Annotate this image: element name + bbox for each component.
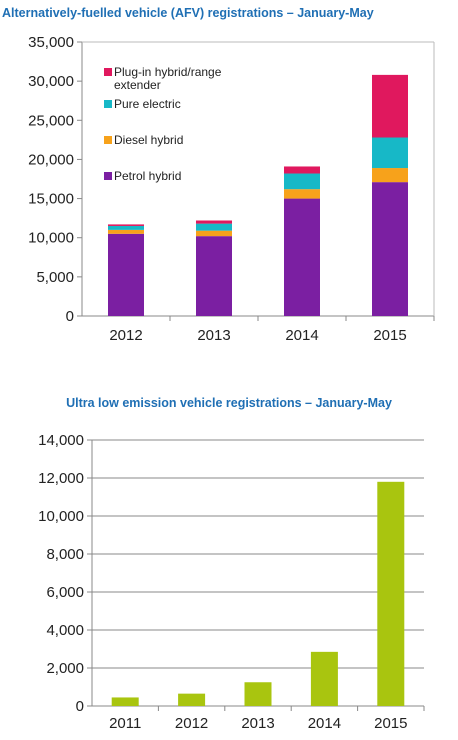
bar-segment xyxy=(196,236,232,316)
x-tick-label: 2014 xyxy=(285,327,318,344)
bar xyxy=(178,693,206,706)
y-tick-label: 14,000 xyxy=(38,432,84,449)
y-tick-label: 10,000 xyxy=(28,230,74,247)
y-tick-label: 30,000 xyxy=(28,73,74,90)
legend-label: Plug-in hybrid/range xyxy=(114,65,222,79)
y-tick-label: 25,000 xyxy=(28,112,74,129)
y-tick-label: 20,000 xyxy=(28,151,74,168)
bar-segment xyxy=(284,173,320,190)
y-tick-label: 0 xyxy=(66,308,74,325)
bar-segment xyxy=(284,198,320,316)
bar-segment xyxy=(284,189,320,199)
bar-segment xyxy=(196,220,232,224)
bar xyxy=(244,682,272,706)
bar-segment xyxy=(196,230,232,237)
legend-label: Diesel hybrid xyxy=(114,133,183,147)
bar xyxy=(377,481,405,706)
ulev-chart-svg: 0 2,000 4,000 6,000 8,000 10,000 12,000 14,000 2… xyxy=(38,432,425,732)
bar-segment xyxy=(284,166,320,174)
ulev-chart: 0 2,000 4,000 6,000 8,000 10,000 12,000 14,000 2… xyxy=(0,388,458,740)
legend-swatch xyxy=(104,136,112,144)
afv-chart-title: Alternatively-fuelled vehicle (AFV) regi… xyxy=(2,6,374,20)
bar-segment xyxy=(372,137,408,169)
legend-swatch xyxy=(104,68,112,76)
bar-segment xyxy=(372,74,408,138)
x-tick-label: 2011 xyxy=(109,715,141,732)
y-tick-label: 10,000 xyxy=(38,508,84,525)
x-tick-label: 2013 xyxy=(241,715,274,732)
legend-label: Petrol hybrid xyxy=(114,169,181,183)
bar-segment xyxy=(108,224,144,226)
bar-segment xyxy=(372,168,408,183)
bar-segment xyxy=(108,229,144,234)
y-tick-label: 35,000 xyxy=(28,34,74,51)
afv-chart: 0 5,000 10,000 15,000 20,000 25,000 30,000 35,0… xyxy=(0,0,458,360)
bar-segment xyxy=(108,233,144,316)
y-tick-label: 0 xyxy=(76,698,84,715)
x-tick-label: 2015 xyxy=(374,715,407,732)
legend-label: Pure electric xyxy=(114,97,181,111)
legend-swatch xyxy=(104,172,112,180)
bar-segment xyxy=(372,182,408,316)
ulev-chart-title: Ultra low emission vehicle registrations… xyxy=(66,396,392,410)
bar-segment xyxy=(108,225,144,230)
bar xyxy=(111,697,139,706)
legend-label: extender xyxy=(114,78,161,92)
y-tick-label: 2,000 xyxy=(46,660,84,677)
x-tick-label: 2014 xyxy=(308,715,341,732)
bar xyxy=(310,651,338,706)
x-tick-label: 2013 xyxy=(197,327,230,344)
bar-segment xyxy=(196,223,232,231)
x-tick-label: 2012 xyxy=(175,715,208,732)
afv-chart-svg: 0 5,000 10,000 15,000 20,000 25,000 30,000 35,0… xyxy=(28,34,435,344)
y-tick-label: 5,000 xyxy=(36,269,74,286)
y-tick-label: 6,000 xyxy=(46,584,84,601)
y-tick-label: 15,000 xyxy=(28,191,74,208)
y-tick-label: 12,000 xyxy=(38,470,84,487)
x-tick-label: 2012 xyxy=(109,327,142,344)
y-tick-label: 8,000 xyxy=(46,546,84,563)
y-tick-label: 4,000 xyxy=(46,622,84,639)
legend-swatch xyxy=(104,100,112,108)
x-tick-label: 2015 xyxy=(373,327,406,344)
